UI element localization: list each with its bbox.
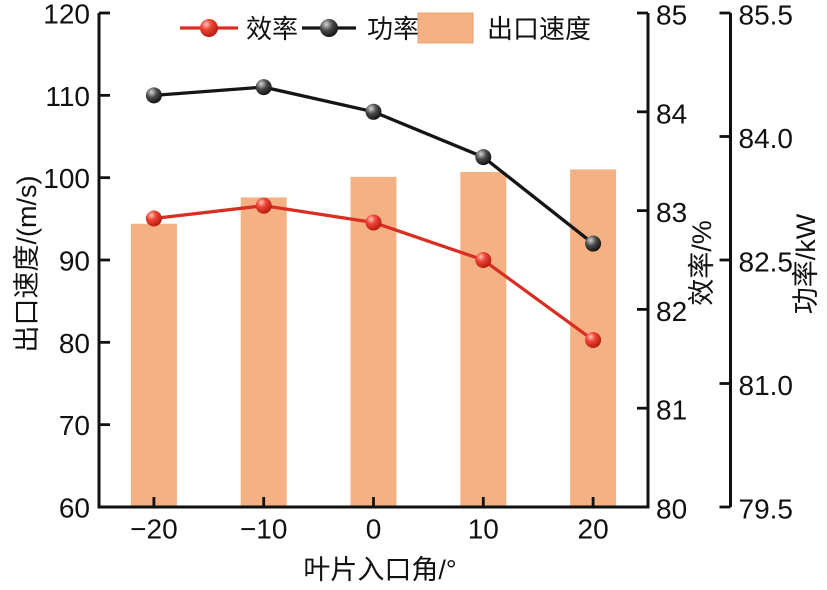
efficiency-axis-tick-label: 81	[656, 395, 687, 426]
left-axis-tick-label: 120	[43, 0, 90, 30]
legend: 效率 功率 出口速度	[180, 12, 591, 44]
efficiency-point	[255, 197, 272, 214]
power-point	[365, 103, 382, 120]
x-axis-tick-label: 10	[468, 514, 499, 545]
power-axis-tick-label: 79.5	[739, 494, 794, 525]
left-axis-tick-label: 60	[59, 493, 90, 524]
efficiency-axis-tick-label: 83	[656, 197, 687, 228]
power-axis-title: 功率/kW	[791, 213, 821, 314]
left-axis-tick-label: 110	[45, 81, 90, 112]
velocity-bar	[460, 171, 507, 508]
power-axis-tick-label: 81.0	[739, 370, 794, 401]
power-axis-tick-label: 85.5	[739, 0, 794, 31]
left-axis-tick-label: 90	[59, 246, 90, 277]
x-axis-tick-label: −20	[130, 514, 178, 545]
power-axis-tick-label: 82.5	[739, 247, 794, 278]
efficiency-axis-tick-label: 85	[656, 0, 687, 31]
velocity-bar	[130, 223, 177, 508]
legend-efficiency-marker-icon	[200, 19, 218, 37]
velocity-bar	[350, 176, 397, 508]
legend-power-marker-icon	[320, 19, 338, 37]
efficiency-axis-tick-label: 80	[656, 494, 687, 525]
left-axis-tick-label: 80	[59, 328, 90, 359]
power-point	[145, 87, 162, 104]
x-axis-tick-label: 20	[578, 514, 609, 545]
x-axis-tick-label: −10	[240, 514, 288, 545]
left-axis-tick-label: 100	[43, 163, 90, 194]
plot-layer: 6070809010011012080818283848579.581.082.…	[43, 0, 793, 545]
left-axis-title: 出口速度/(m/s)	[12, 176, 42, 353]
efficiency-point	[145, 210, 162, 227]
legend-power-label: 功率	[367, 14, 419, 44]
efficiency-point	[365, 214, 382, 231]
efficiency-axis-tick-label: 82	[656, 296, 687, 327]
legend-velocity-swatch-icon	[417, 12, 474, 44]
power-point	[585, 235, 602, 252]
velocity-bar	[240, 197, 287, 507]
power-point	[255, 79, 272, 96]
efficiency-axis-title: 效率/%	[687, 220, 717, 306]
left-axis-tick-label: 70	[59, 410, 90, 441]
power-axis-tick-label: 84.0	[739, 123, 794, 154]
efficiency-axis-tick-label: 84	[656, 98, 687, 129]
legend-velocity-label: 出口速度	[487, 14, 591, 44]
legend-efficiency-label: 效率	[246, 14, 298, 44]
efficiency-point	[585, 332, 602, 349]
x-axis-tick-label: 0	[366, 514, 382, 545]
efficiency-point	[475, 252, 492, 268]
x-axis-title: 叶片入口角/°	[303, 555, 456, 585]
power-point	[475, 149, 492, 166]
